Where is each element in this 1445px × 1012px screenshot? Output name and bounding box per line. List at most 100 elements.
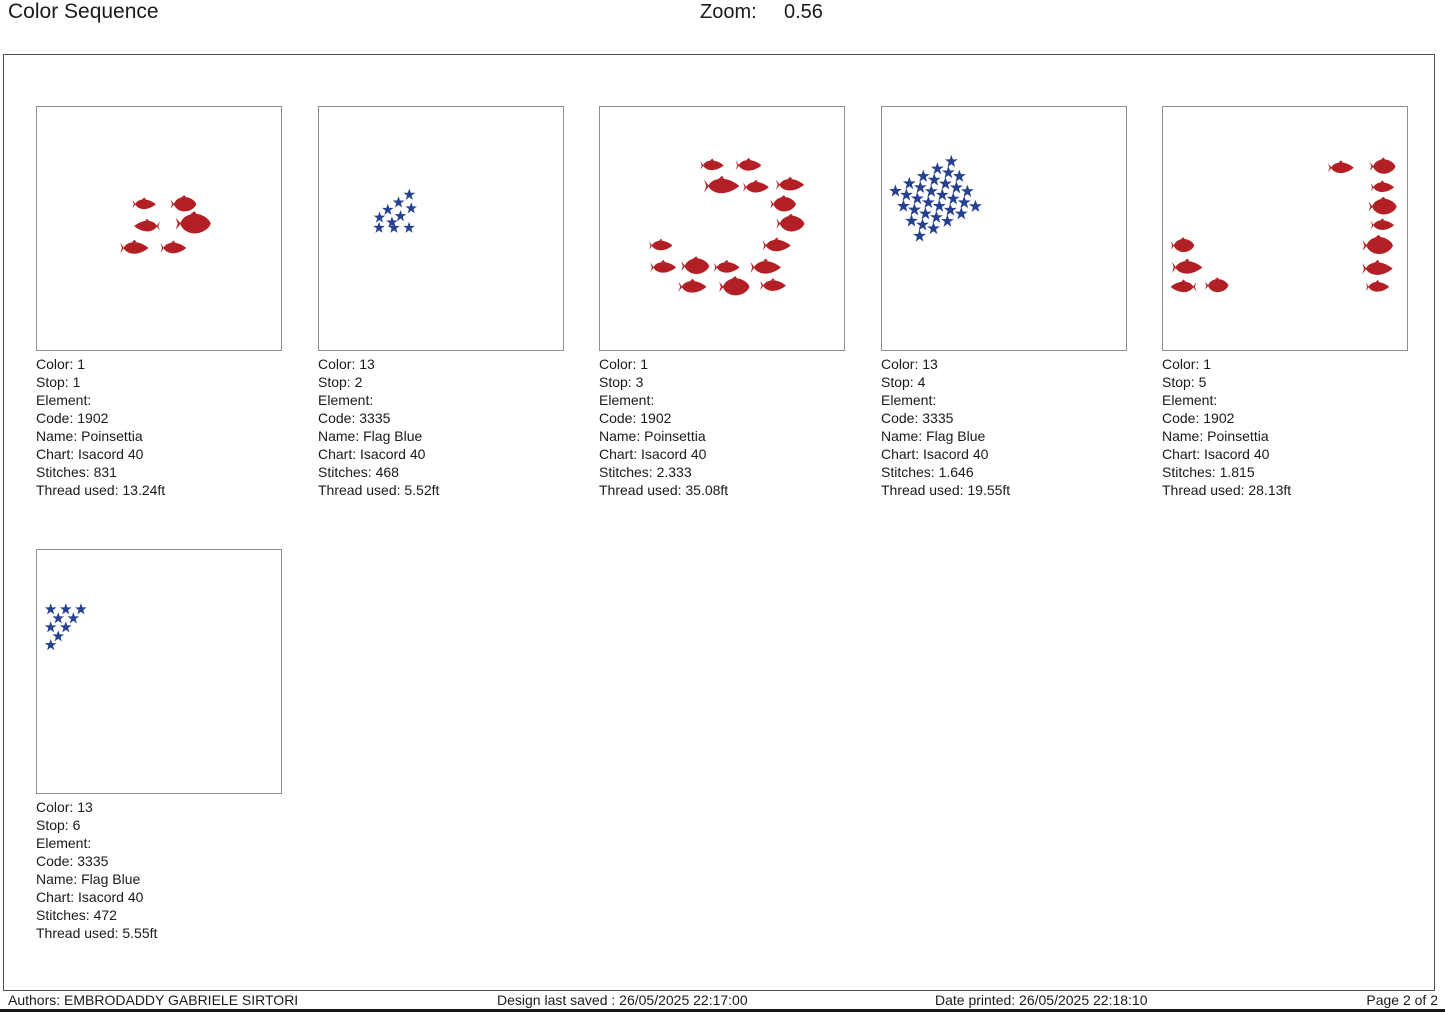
star-icon <box>67 612 80 624</box>
thread-details: Color: 1 Stop: 5 Element: Code: 1902 Name: P… <box>1162 355 1410 499</box>
fish-icon <box>1368 196 1397 215</box>
detail-line-element: Element: <box>318 392 374 408</box>
fish-icon <box>700 158 724 171</box>
star-icon <box>913 229 927 242</box>
star-icon <box>908 203 921 216</box>
fish-icon <box>1170 279 1197 293</box>
design-preview <box>1162 106 1408 351</box>
star-icon <box>921 195 935 209</box>
color-stop-panel: Color: 13 Stop: 2 Element: Code: 3335 Name: … <box>318 106 566 499</box>
star-icon <box>373 221 385 233</box>
detail-line-chart: Chart: Isacord 40 <box>36 889 144 905</box>
detail-line-element: Element: <box>881 392 937 408</box>
fish-icon <box>704 175 740 194</box>
detail-line-code: Code: 1902 <box>1162 410 1235 426</box>
star-icon <box>381 203 394 215</box>
detail-line-code: Code: 1902 <box>36 410 109 426</box>
star-icon <box>935 188 949 201</box>
star-icon <box>403 188 416 200</box>
detail-line-color: Color: 13 <box>36 799 93 815</box>
fish-icon <box>134 218 160 232</box>
detail-line-color: Color: 13 <box>318 356 375 372</box>
detail-line-stitches: Stitches: 468 <box>318 464 399 480</box>
star-icon <box>949 181 963 194</box>
star-icon <box>960 184 974 197</box>
star-icon <box>75 603 87 615</box>
color-stop-panel: Color: 13 Stop: 4 Element: Code: 3335 Name: … <box>881 106 1129 499</box>
fish-icon <box>1365 280 1390 292</box>
fish-icon <box>1204 277 1229 293</box>
design-preview <box>36 106 282 351</box>
fish-icon <box>718 276 750 296</box>
detail-line-element: Element: <box>36 392 92 408</box>
design-preview <box>36 549 282 794</box>
fish-icon <box>678 278 707 293</box>
star-icon <box>405 202 418 214</box>
star-icon <box>44 603 57 615</box>
detail-line-color: Color: 1 <box>36 356 86 372</box>
color-stop-panel: Color: 1 Stop: 3 Element: Code: 1902 Name: P… <box>599 106 847 499</box>
fish-icon <box>681 256 710 275</box>
detail-line-chart: Chart: Isacord 40 <box>599 446 707 462</box>
star-icon <box>916 169 930 182</box>
detail-line-name: Name: Flag Blue <box>318 428 423 444</box>
detail-line-chart: Chart: Isacord 40 <box>1162 446 1270 462</box>
thread-details: Color: 1 Stop: 1 Element: Code: 1902 Name: P… <box>36 355 284 499</box>
star-icon <box>916 218 929 231</box>
fish-icon <box>1369 157 1396 174</box>
star-icon <box>954 207 968 220</box>
star-icon <box>957 195 971 209</box>
detail-line-thread-used: Thread used: 28.13ft <box>1162 482 1292 498</box>
star-icon <box>940 214 954 227</box>
fish-icon <box>770 195 796 212</box>
fish-icon <box>762 237 791 252</box>
star-icon <box>59 621 72 633</box>
star-icon <box>952 169 966 182</box>
thread-details: Color: 1 Stop: 3 Element: Code: 1902 Name: P… <box>599 355 847 499</box>
detail-line-stop: Stop: 4 <box>881 374 926 390</box>
fish-icon <box>650 259 677 273</box>
detail-line-name: Name: Flag Blue <box>881 428 986 444</box>
footer-date-printed: Date printed: 26/05/2025 22:18:10 <box>935 992 1148 1008</box>
detail-line-name: Name: Poinsettia <box>36 428 143 444</box>
detail-line-stop: Stop: 5 <box>1162 374 1207 390</box>
detail-line-stitches: Stitches: 831 <box>36 464 117 480</box>
star-icon <box>943 203 957 216</box>
color-stop-panel: Color: 13 Stop: 6 Element: Code: 3335 Name: … <box>36 549 284 942</box>
star-icon <box>969 199 982 213</box>
footer-authors: Authors: EMBRODADDY GABRIELE SIRTORI <box>8 992 299 1008</box>
detail-line-stop: Stop: 3 <box>599 374 644 390</box>
star-icon <box>59 603 72 615</box>
star-icon <box>899 188 913 201</box>
detail-line-thread-used: Thread used: 5.52ft <box>318 482 440 498</box>
detail-line-element: Element: <box>599 392 655 408</box>
detail-line-chart: Chart: Isacord 40 <box>36 446 144 462</box>
detail-line-chart: Chart: Isacord 40 <box>881 446 989 462</box>
detail-line-code: Code: 3335 <box>881 410 954 426</box>
detail-line-color: Color: 1 <box>599 356 649 372</box>
zoom-label: Zoom: <box>700 1 757 23</box>
star-icon <box>373 211 386 223</box>
detail-line-code: Code: 1902 <box>599 410 672 426</box>
star-icon <box>918 207 932 220</box>
fish-icon <box>1362 234 1393 255</box>
fish-icon <box>1362 259 1393 275</box>
window-bottom-edge <box>0 1009 1445 1012</box>
star-icon <box>44 638 57 651</box>
detail-line-stitches: Stitches: 472 <box>36 907 117 923</box>
star-icon <box>913 180 927 194</box>
detail-line-thread-used: Thread used: 13.24ft <box>36 482 166 498</box>
fish-icon <box>649 238 673 251</box>
detail-line-name: Name: Poinsettia <box>1162 428 1269 444</box>
star-icon <box>924 184 938 197</box>
fish-icon <box>776 213 805 232</box>
star-icon <box>52 630 65 642</box>
star-icon <box>392 196 405 208</box>
fish-icon <box>1170 237 1195 253</box>
detail-line-stitches: Stitches: 1.815 <box>1162 464 1255 480</box>
color-stop-panel: Color: 1 Stop: 5 Element: Code: 1902 Name: P… <box>1162 106 1410 499</box>
detail-line-thread-used: Thread used: 5.55ft <box>36 925 158 941</box>
star-icon <box>946 192 960 205</box>
fish-icon <box>170 195 197 212</box>
fish-icon <box>175 211 211 234</box>
